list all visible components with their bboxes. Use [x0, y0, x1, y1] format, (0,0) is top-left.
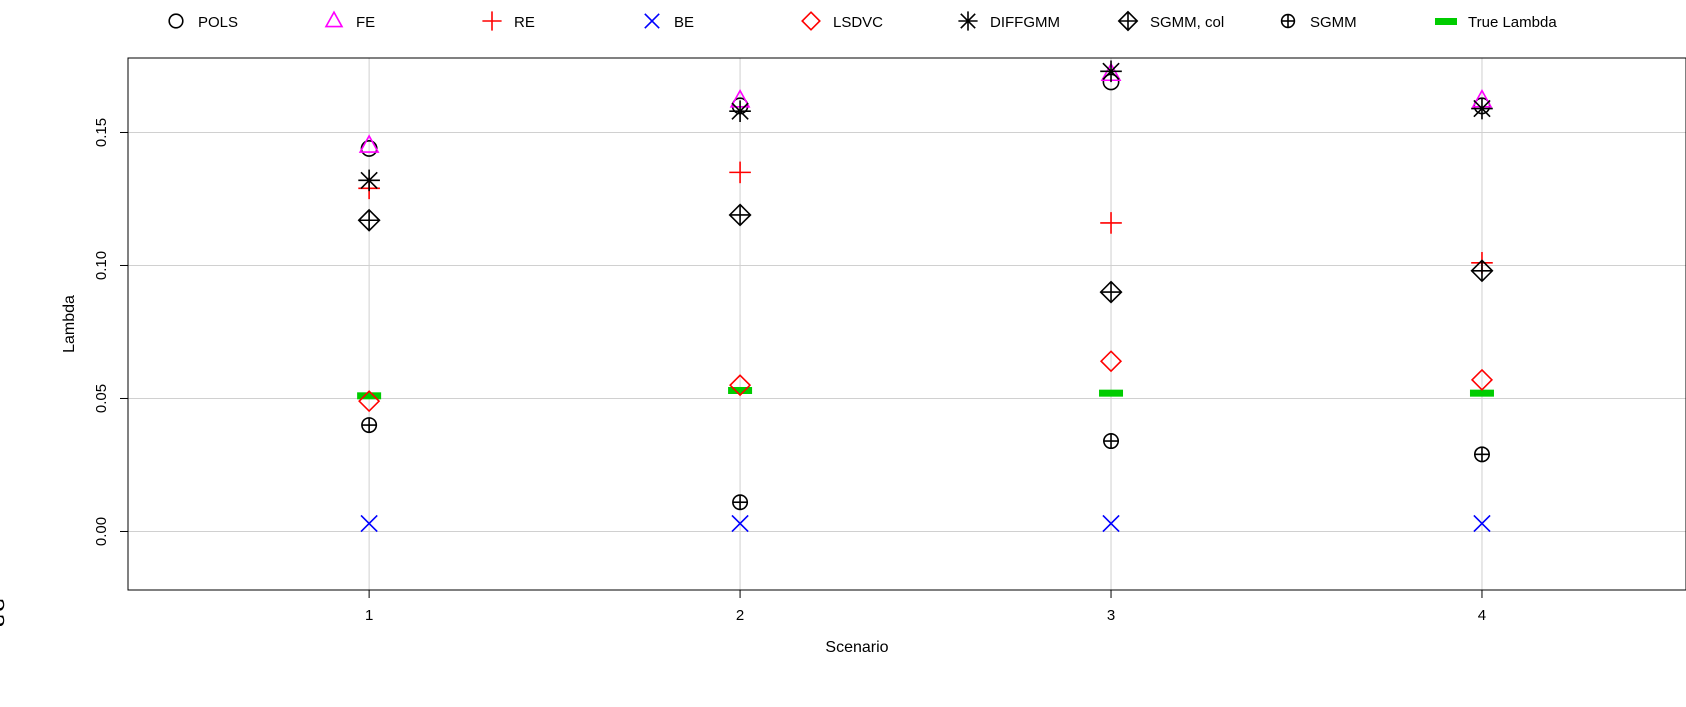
x-tick-label-0: 1: [365, 607, 373, 624]
x-tick-label-1: 2: [736, 607, 744, 624]
point-sgmm-2: [732, 494, 749, 511]
point-lsdvc-2: [729, 374, 752, 397]
point-true-lambda-2: [728, 387, 753, 394]
legend-marker-pols: [168, 13, 184, 29]
point-fe-1: [358, 134, 380, 153]
legend-item-true-lambda: True Lambda: [1435, 14, 1557, 31]
point-true-lambda-4: [1469, 389, 1494, 397]
y-tick-label-3: 0.15: [93, 118, 110, 147]
gridlines: [128, 58, 1686, 590]
legend-item-sgmm: SGMM: [1280, 13, 1357, 31]
y-axis-title: Lambda: [61, 295, 78, 353]
point-lsdvc-3: [1099, 350, 1123, 373]
point-be-3: [1102, 514, 1120, 533]
point-sgmm-col-4: [1470, 259, 1494, 283]
legend-marker-re: [482, 11, 502, 31]
point-sgmm-col-2: [728, 203, 752, 227]
page-number: 23: [0, 598, 8, 629]
point-true-lambda-1: [357, 392, 382, 400]
y-tick-label-1: 0.05: [93, 384, 110, 413]
point-re-3: [1100, 212, 1122, 234]
legend-item-sgmm-col: SGMM, col: [1117, 10, 1224, 32]
legend-item-diffgmm: DIFFGMM: [958, 11, 1060, 31]
point-diffgmm-2: [729, 100, 751, 122]
point-sgmm-col-3: [1099, 280, 1123, 304]
legend-label-true-lambda: True Lambda: [1468, 14, 1557, 31]
legend-marker-be: [644, 13, 660, 29]
legend: POLS FE RE BE LSDVC DIFFGMM SGMM, col SGMM True …: [168, 10, 1557, 32]
x-tick-label-2: 3: [1107, 607, 1115, 624]
point-lsdvc-4: [1470, 368, 1494, 391]
legend-marker-sgmm: [1280, 13, 1296, 29]
point-diffgmm-4: [1471, 97, 1493, 120]
legend-item-lsdvc: LSDVC: [801, 11, 883, 31]
point-diffgmm-1: [358, 169, 380, 192]
point-re-2: [729, 161, 751, 184]
legend-marker-true-lambda: [1435, 18, 1457, 25]
legend-item-fe: FE: [324, 10, 375, 31]
y-axis: 0.00 0.05 0.10 0.15: [93, 118, 128, 546]
data-points: [357, 60, 1494, 533]
legend-label-fe: FE: [356, 14, 375, 31]
legend-item-be: BE: [644, 13, 694, 31]
legend-label-pols: POLS: [198, 14, 238, 31]
point-true-lambda-3: [1099, 389, 1124, 397]
point-be-1: [360, 514, 378, 533]
legend-item-pols: POLS: [168, 13, 238, 31]
legend-item-re: RE: [482, 11, 535, 31]
x-axis-title: Scenario: [825, 639, 888, 656]
point-diffgmm-3: [1100, 60, 1122, 83]
plot-frame: [127, 57, 1686, 591]
x-axis: 1 2 3 4: [365, 590, 1486, 624]
legend-label-sgmm-col: SGMM, col: [1150, 14, 1224, 31]
point-sgmm-4: [1473, 446, 1490, 463]
point-lsdvc-1: [358, 390, 381, 413]
legend-marker-sgmm-col: [1117, 10, 1139, 32]
legend-label-be: BE: [674, 14, 694, 31]
legend-marker-fe: [324, 10, 344, 28]
point-sgmm-1: [361, 417, 378, 434]
legend-label-re: RE: [514, 14, 535, 31]
point-be-4: [1473, 514, 1491, 533]
legend-marker-diffgmm: [958, 11, 978, 31]
point-sgmm-3: [1103, 433, 1120, 450]
legend-marker-lsdvc: [801, 11, 821, 31]
legend-label-lsdvc: LSDVC: [833, 14, 883, 31]
y-tick-label-0: 0.00: [93, 517, 110, 546]
legend-label-sgmm: SGMM: [1310, 14, 1357, 31]
legend-label-diffgmm: DIFFGMM: [990, 14, 1060, 31]
x-tick-label-3: 4: [1478, 607, 1486, 624]
point-be-2: [731, 514, 749, 533]
y-tick-label-2: 0.10: [93, 251, 110, 280]
point-sgmm-col-1: [357, 208, 381, 232]
